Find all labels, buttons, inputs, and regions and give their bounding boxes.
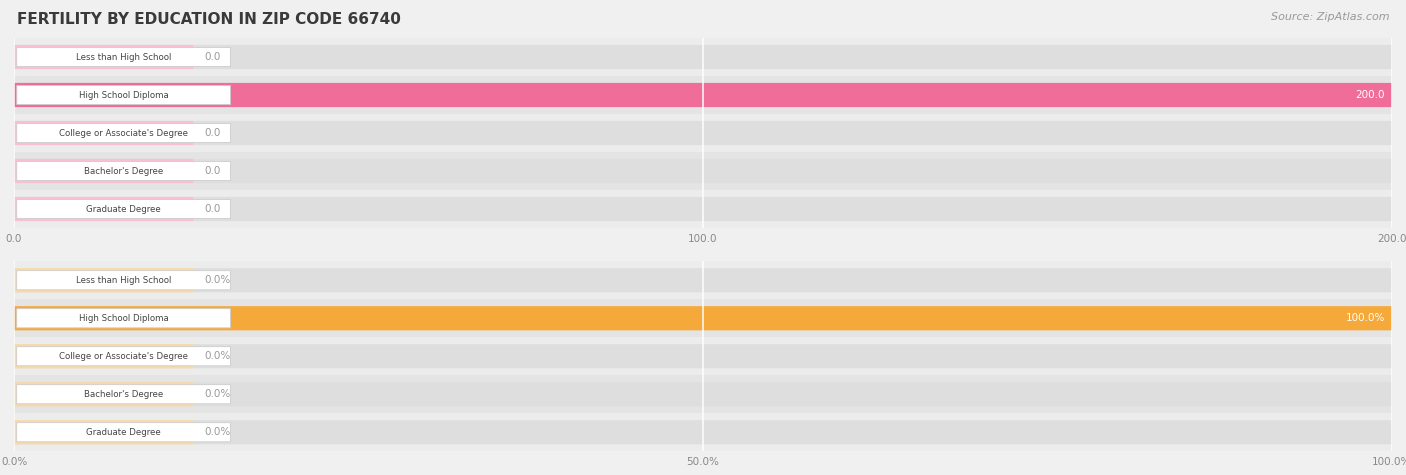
FancyBboxPatch shape (14, 114, 1392, 152)
FancyBboxPatch shape (14, 382, 193, 406)
Text: 0.0%: 0.0% (204, 427, 231, 437)
Text: Bachelor's Degree: Bachelor's Degree (84, 167, 163, 175)
FancyBboxPatch shape (14, 83, 1392, 107)
FancyBboxPatch shape (14, 268, 1392, 292)
Text: 0.0%: 0.0% (204, 351, 231, 361)
Text: Graduate Degree: Graduate Degree (86, 205, 160, 213)
FancyBboxPatch shape (14, 159, 1392, 183)
Text: Less than High School: Less than High School (76, 53, 172, 61)
Text: Graduate Degree: Graduate Degree (86, 428, 160, 437)
FancyBboxPatch shape (14, 382, 1392, 406)
Text: Source: ZipAtlas.com: Source: ZipAtlas.com (1271, 12, 1389, 22)
FancyBboxPatch shape (17, 347, 231, 366)
Text: 0.0: 0.0 (204, 128, 221, 138)
FancyBboxPatch shape (17, 385, 231, 404)
FancyBboxPatch shape (14, 197, 1392, 221)
FancyBboxPatch shape (17, 271, 231, 290)
Text: 200.0: 200.0 (1355, 90, 1385, 100)
Text: 0.0: 0.0 (204, 166, 221, 176)
FancyBboxPatch shape (14, 375, 1392, 413)
FancyBboxPatch shape (14, 413, 1392, 451)
Text: 0.0%: 0.0% (204, 275, 231, 285)
Text: 0.0%: 0.0% (204, 389, 231, 399)
Text: FERTILITY BY EDUCATION IN ZIP CODE 66740: FERTILITY BY EDUCATION IN ZIP CODE 66740 (17, 12, 401, 27)
FancyBboxPatch shape (17, 86, 231, 104)
FancyBboxPatch shape (14, 344, 1392, 368)
FancyBboxPatch shape (14, 420, 1392, 444)
FancyBboxPatch shape (17, 200, 231, 219)
FancyBboxPatch shape (14, 190, 1392, 228)
FancyBboxPatch shape (14, 76, 1392, 114)
FancyBboxPatch shape (14, 299, 1392, 337)
FancyBboxPatch shape (14, 420, 193, 444)
FancyBboxPatch shape (14, 45, 193, 69)
FancyBboxPatch shape (14, 121, 1392, 145)
FancyBboxPatch shape (14, 344, 193, 368)
FancyBboxPatch shape (17, 48, 231, 66)
FancyBboxPatch shape (14, 197, 193, 221)
Text: College or Associate's Degree: College or Associate's Degree (59, 352, 188, 361)
FancyBboxPatch shape (14, 152, 1392, 190)
FancyBboxPatch shape (14, 159, 193, 183)
Text: 0.0: 0.0 (204, 52, 221, 62)
FancyBboxPatch shape (17, 423, 231, 442)
Text: High School Diploma: High School Diploma (79, 314, 169, 323)
FancyBboxPatch shape (17, 124, 231, 142)
FancyBboxPatch shape (14, 337, 1392, 375)
Text: Bachelor's Degree: Bachelor's Degree (84, 390, 163, 399)
FancyBboxPatch shape (14, 306, 1392, 330)
Text: Less than High School: Less than High School (76, 276, 172, 285)
FancyBboxPatch shape (14, 268, 193, 292)
FancyBboxPatch shape (14, 38, 1392, 76)
FancyBboxPatch shape (17, 309, 231, 328)
FancyBboxPatch shape (14, 261, 1392, 299)
Text: College or Associate's Degree: College or Associate's Degree (59, 129, 188, 137)
FancyBboxPatch shape (14, 306, 1392, 330)
Text: 100.0%: 100.0% (1346, 313, 1385, 323)
FancyBboxPatch shape (14, 121, 193, 145)
FancyBboxPatch shape (14, 83, 1392, 107)
FancyBboxPatch shape (14, 45, 1392, 69)
FancyBboxPatch shape (17, 162, 231, 180)
Text: High School Diploma: High School Diploma (79, 91, 169, 99)
Text: 0.0: 0.0 (204, 204, 221, 214)
